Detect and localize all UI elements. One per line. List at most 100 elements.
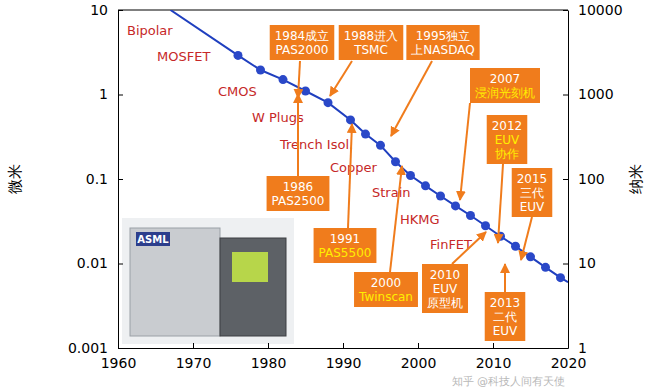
tick-label: 1960 [101, 355, 137, 371]
machine-detail [232, 252, 268, 282]
technology-label: Bipolar [127, 23, 173, 38]
callout-box [470, 68, 540, 103]
tick-mark [118, 264, 123, 265]
tick: 1000 [563, 86, 614, 102]
technology-label: MOSFET [157, 49, 210, 64]
callout-box [314, 228, 377, 263]
callout-text: 浸润光刻机 [475, 86, 535, 100]
data-point [466, 211, 475, 220]
callout-box [339, 25, 404, 60]
data-point [346, 115, 355, 124]
data-point [541, 263, 550, 272]
tick: 1970 [176, 343, 212, 371]
callout-text: 2000 [371, 276, 402, 290]
callout-box [270, 25, 335, 60]
callout-text: EUV [495, 133, 520, 147]
callout-box [487, 115, 528, 164]
y2-axis-title: 纳米 [627, 164, 645, 194]
image-text: ASML [137, 234, 169, 245]
callout-arrow [498, 164, 503, 243]
data-point [391, 157, 400, 166]
callout-box [406, 25, 479, 60]
data-point [556, 273, 565, 282]
callout-box [267, 176, 330, 211]
data-point [256, 65, 265, 74]
tick-label: 1970 [176, 355, 212, 371]
watermark: 知乎 @科技人间有天使 [452, 375, 566, 388]
tick: 1980 [251, 343, 287, 371]
callout-text: 原型机 [427, 296, 463, 310]
callout-text: 2015 [517, 172, 548, 186]
tick-label: 2020 [551, 355, 587, 371]
tick-label: 0.001 [68, 340, 108, 356]
tick-mark [343, 343, 344, 348]
tick: 100 [563, 171, 605, 187]
data-point [526, 252, 535, 261]
tick-mark [563, 264, 568, 265]
tick-label: 0.01 [77, 255, 108, 271]
tick: 2010 [476, 343, 512, 371]
tick-mark [493, 343, 494, 348]
technology-label: CMOS [218, 84, 257, 99]
tick-label: 10000 [578, 2, 623, 18]
callout-text: 协作 [495, 147, 519, 161]
callout: 1984成立PAS2000 [270, 25, 335, 98]
data-point [511, 242, 520, 251]
tick-label: 1 [578, 340, 587, 356]
y-axis-title: 微米 [6, 164, 24, 194]
y-axis: 0.0010.010.1110 [68, 2, 123, 356]
technology-label: Trench Isol. [279, 137, 353, 152]
callout: 1991PAS5500 [314, 124, 377, 263]
callout-text: 上NASDAQ [411, 43, 474, 57]
tick: 0.01 [77, 255, 123, 271]
tick-mark [118, 348, 123, 349]
callout-text: EUV [433, 282, 458, 296]
tick-label: 100 [578, 171, 605, 187]
tick-label: 1990 [326, 355, 362, 371]
axis-line [568, 11, 569, 349]
callout: 1995独立上NASDAQ [391, 25, 480, 136]
technology-label: Strain [372, 185, 411, 200]
callout-box [485, 292, 526, 341]
callout-arrow [297, 94, 299, 176]
tick-label: 10 [90, 2, 108, 18]
callout-box [354, 272, 418, 307]
data-point [376, 141, 385, 150]
callout: 2010EUV原型机 [422, 232, 486, 313]
callout-arrow [452, 232, 486, 264]
machine-body [130, 228, 220, 336]
callout-box [422, 264, 468, 313]
callout-arrow [390, 166, 402, 272]
callout-text: 1995独立 [416, 29, 471, 43]
tick: 0.1 [86, 171, 123, 187]
axis-line [119, 348, 569, 349]
tick-mark [563, 348, 568, 349]
data-point [301, 87, 310, 96]
tick: 1 [563, 340, 587, 356]
tick-label: 2000 [401, 355, 437, 371]
callout-box [512, 168, 553, 217]
tick: 0.001 [68, 340, 123, 356]
tick-mark [563, 179, 568, 180]
technology-label: Copper [330, 160, 378, 175]
callout-arrow [504, 264, 506, 292]
data-point [481, 221, 490, 230]
callout-arrow [521, 217, 532, 260]
tick-label: 1980 [251, 355, 287, 371]
callout-text: 1988进入 [344, 29, 399, 43]
data-point [421, 181, 430, 190]
machine-image: ASML [122, 218, 294, 344]
tick-label: 2010 [476, 355, 512, 371]
logo-plate [136, 232, 170, 246]
callout-text: 2013 [490, 296, 521, 310]
callout-text: PAS2000 [276, 43, 329, 57]
data-point [279, 75, 288, 84]
callout-text: TSMC [353, 43, 388, 57]
x-axis: 1960 1970 1980 1990 2000 2010 2020 [101, 343, 587, 371]
tick-label: 10 [578, 255, 596, 271]
tick: 10000 [563, 2, 623, 18]
callout-text: PAS2500 [272, 194, 325, 208]
callout-arrow [348, 124, 352, 228]
callout-arrow [460, 103, 470, 200]
tick-mark [118, 95, 123, 96]
